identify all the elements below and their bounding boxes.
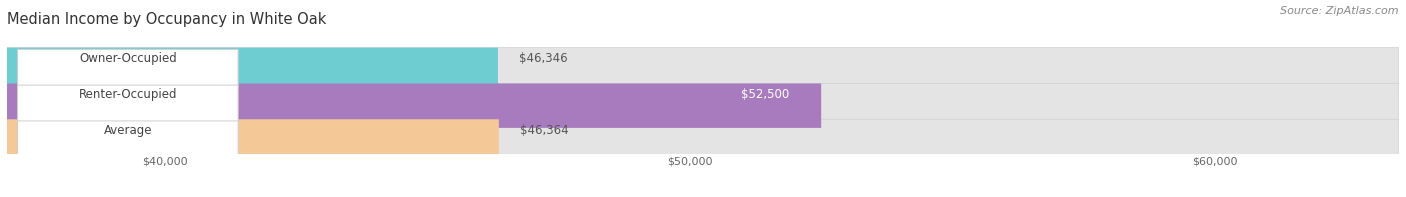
FancyBboxPatch shape	[7, 48, 498, 92]
Text: $46,346: $46,346	[519, 52, 568, 65]
FancyBboxPatch shape	[7, 84, 821, 128]
FancyBboxPatch shape	[17, 121, 238, 159]
FancyBboxPatch shape	[7, 84, 1399, 128]
FancyBboxPatch shape	[7, 119, 499, 164]
Text: Owner-Occupied: Owner-Occupied	[79, 52, 177, 65]
Text: $52,500: $52,500	[741, 88, 790, 101]
FancyBboxPatch shape	[17, 49, 238, 87]
FancyBboxPatch shape	[7, 119, 1399, 164]
FancyBboxPatch shape	[17, 85, 238, 123]
Text: Median Income by Occupancy in White Oak: Median Income by Occupancy in White Oak	[7, 12, 326, 27]
FancyBboxPatch shape	[7, 48, 1399, 92]
Text: Source: ZipAtlas.com: Source: ZipAtlas.com	[1281, 6, 1399, 16]
Text: Renter-Occupied: Renter-Occupied	[79, 88, 177, 101]
Text: Average: Average	[104, 124, 152, 137]
Text: $46,364: $46,364	[520, 124, 568, 137]
